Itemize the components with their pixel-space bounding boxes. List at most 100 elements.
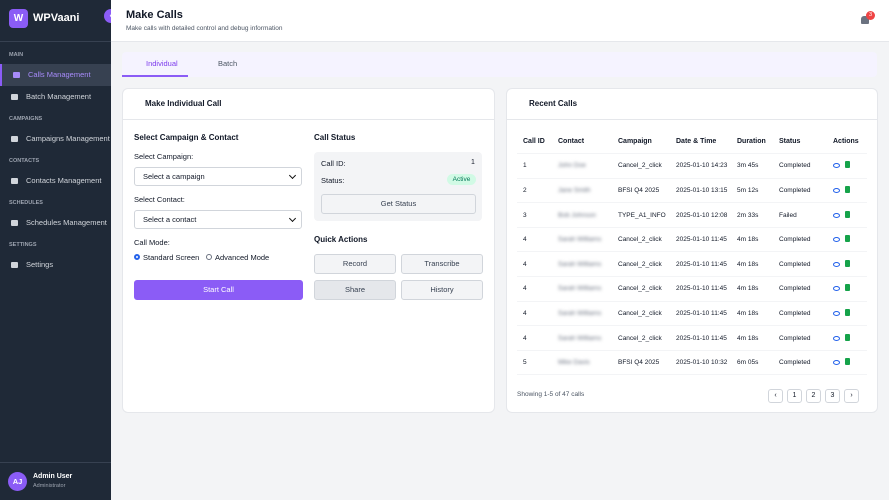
pagination: ‹ 1 2 3 › bbox=[768, 387, 859, 405]
action-button[interactable]: Share bbox=[314, 280, 396, 300]
cell: 1 bbox=[517, 153, 552, 179]
table-header: Call ID Contact Campaign Date & Time Duratio… bbox=[517, 129, 867, 155]
doc-icon[interactable] bbox=[845, 235, 850, 243]
field-label: Select Contact: bbox=[134, 195, 185, 204]
actions-cell bbox=[827, 202, 867, 228]
cell: 4 bbox=[517, 251, 552, 278]
view-icon[interactable] bbox=[833, 310, 840, 316]
nav-section-label: SETTINGS bbox=[9, 242, 37, 248]
divider bbox=[506, 119, 878, 120]
avatar[interactable]: AJ bbox=[8, 472, 27, 491]
table-row: 1 John Doe Cancel_2_click 2025-01-10 14:23 3… bbox=[517, 153, 867, 179]
actions-cell bbox=[827, 178, 867, 204]
bell-icon[interactable] bbox=[861, 16, 869, 24]
doc-icon[interactable] bbox=[845, 308, 850, 316]
view-icon[interactable] bbox=[833, 261, 840, 267]
nav-icon bbox=[11, 220, 18, 226]
cell: BFSI Q4 2025 bbox=[612, 178, 670, 204]
card-title: Make Individual Call bbox=[145, 99, 222, 108]
table-wrap: Call ID Contact Campaign Date & Time Duratio… bbox=[517, 129, 867, 376]
get-status-button[interactable]: Get Status bbox=[321, 194, 476, 214]
doc-icon[interactable] bbox=[845, 358, 850, 366]
nav-item[interactable]: Batch Management bbox=[0, 86, 111, 108]
page-title: Make Calls bbox=[126, 9, 183, 21]
doc-icon[interactable] bbox=[845, 284, 850, 292]
user-role: Administrator bbox=[33, 483, 66, 489]
cell: Completed bbox=[773, 251, 827, 278]
cell: Completed bbox=[773, 227, 827, 253]
cell: Completed bbox=[773, 276, 827, 302]
cell: Cancel_2_click bbox=[612, 153, 670, 179]
column-header: Campaign bbox=[612, 129, 670, 155]
radio-label: Advanced Mode bbox=[215, 253, 270, 262]
contact-select[interactable]: Select a contact bbox=[134, 210, 302, 229]
action-button[interactable]: History bbox=[401, 280, 483, 300]
view-icon[interactable] bbox=[833, 212, 840, 218]
doc-icon[interactable] bbox=[845, 259, 850, 267]
page-button[interactable]: 3 bbox=[825, 388, 840, 403]
nav-icon bbox=[11, 94, 18, 100]
actions-cell bbox=[827, 251, 867, 278]
cell: TYPE_A1_INFO bbox=[612, 202, 670, 228]
page-prev[interactable]: ‹ bbox=[768, 388, 783, 403]
actions-cell bbox=[827, 276, 867, 302]
table-row: 4 Sarah Williams Cancel_2_click 2025-01-10 … bbox=[517, 251, 867, 278]
action-button[interactable]: Record bbox=[314, 254, 396, 274]
cell: 5 bbox=[517, 350, 552, 376]
nav-item[interactable]: Contacts Management bbox=[0, 170, 111, 192]
view-icon[interactable] bbox=[833, 335, 840, 341]
tab[interactable]: Batch bbox=[218, 59, 238, 68]
user-name: Admin User bbox=[33, 473, 73, 480]
page-subtitle: Make calls with detailed control and deb… bbox=[126, 25, 283, 32]
cell: Failed bbox=[773, 202, 827, 228]
campaign-select[interactable]: Select a campaign bbox=[134, 167, 302, 186]
nav-item[interactable]: Campaigns Management bbox=[0, 128, 111, 150]
tab[interactable]: Individual bbox=[122, 52, 188, 77]
doc-icon[interactable] bbox=[845, 210, 850, 218]
cell: 2025-01-10 13:15 bbox=[670, 178, 731, 204]
cell: Bob Johnson bbox=[552, 202, 612, 228]
radio[interactable] bbox=[206, 254, 212, 260]
brand-logo: W bbox=[9, 9, 28, 28]
nav-item[interactable]: Schedules Management bbox=[0, 212, 111, 234]
header: Make Calls Make calls with detailed cont… bbox=[111, 0, 889, 42]
page-button[interactable]: 1 bbox=[787, 388, 802, 403]
cell: 2025-01-10 10:32 bbox=[670, 350, 731, 376]
cell: Cancel_2_click bbox=[612, 251, 670, 278]
call-id: 1 bbox=[471, 159, 475, 166]
cell: 2025-01-10 12:08 bbox=[670, 202, 731, 228]
nav-item[interactable]: Settings bbox=[0, 254, 111, 276]
action-button[interactable]: Transcribe bbox=[401, 254, 483, 274]
table-row: 2 Jane Smith BFSI Q4 2025 2025-01-10 13:15 5… bbox=[517, 178, 867, 204]
cell: BFSI Q4 2025 bbox=[612, 350, 670, 376]
view-icon[interactable] bbox=[833, 187, 840, 193]
nav-section-label: CAMPAIGNS bbox=[9, 116, 43, 122]
radio[interactable] bbox=[134, 254, 140, 260]
cell: 2025-01-10 11:45 bbox=[670, 325, 731, 351]
cell: 4 bbox=[517, 325, 552, 351]
cell: 4m 18s bbox=[731, 251, 773, 278]
nav: MAIN Calls Management Batch Management CAMP… bbox=[0, 44, 111, 276]
actions-cell bbox=[827, 325, 867, 351]
view-icon[interactable] bbox=[833, 163, 840, 169]
doc-icon[interactable] bbox=[845, 185, 850, 193]
page-next[interactable]: › bbox=[844, 388, 859, 403]
actions-cell bbox=[827, 350, 867, 376]
view-icon[interactable] bbox=[833, 286, 840, 292]
divider bbox=[122, 119, 495, 120]
cell: Sarah Williams bbox=[552, 276, 612, 302]
doc-icon[interactable] bbox=[845, 333, 850, 341]
column-header: Status bbox=[773, 129, 827, 155]
status-label: Call ID: bbox=[321, 159, 346, 168]
cell: Completed bbox=[773, 350, 827, 376]
table-row: 4 Sarah Williams Cancel_2_click 2025-01-10 … bbox=[517, 227, 867, 253]
view-icon[interactable] bbox=[833, 360, 840, 366]
page-button[interactable]: 2 bbox=[806, 388, 821, 403]
start-call-button[interactable]: Start Call bbox=[134, 280, 303, 300]
cell: Sarah Williams bbox=[552, 325, 612, 351]
table-row: 4 Sarah Williams Cancel_2_click 2025-01-10 … bbox=[517, 301, 867, 327]
doc-icon[interactable] bbox=[845, 161, 850, 169]
sidebar: W WPVaani MAIN Calls Management Batch Mana… bbox=[0, 0, 111, 500]
nav-item[interactable]: Calls Management bbox=[0, 64, 111, 86]
view-icon[interactable] bbox=[833, 237, 840, 243]
